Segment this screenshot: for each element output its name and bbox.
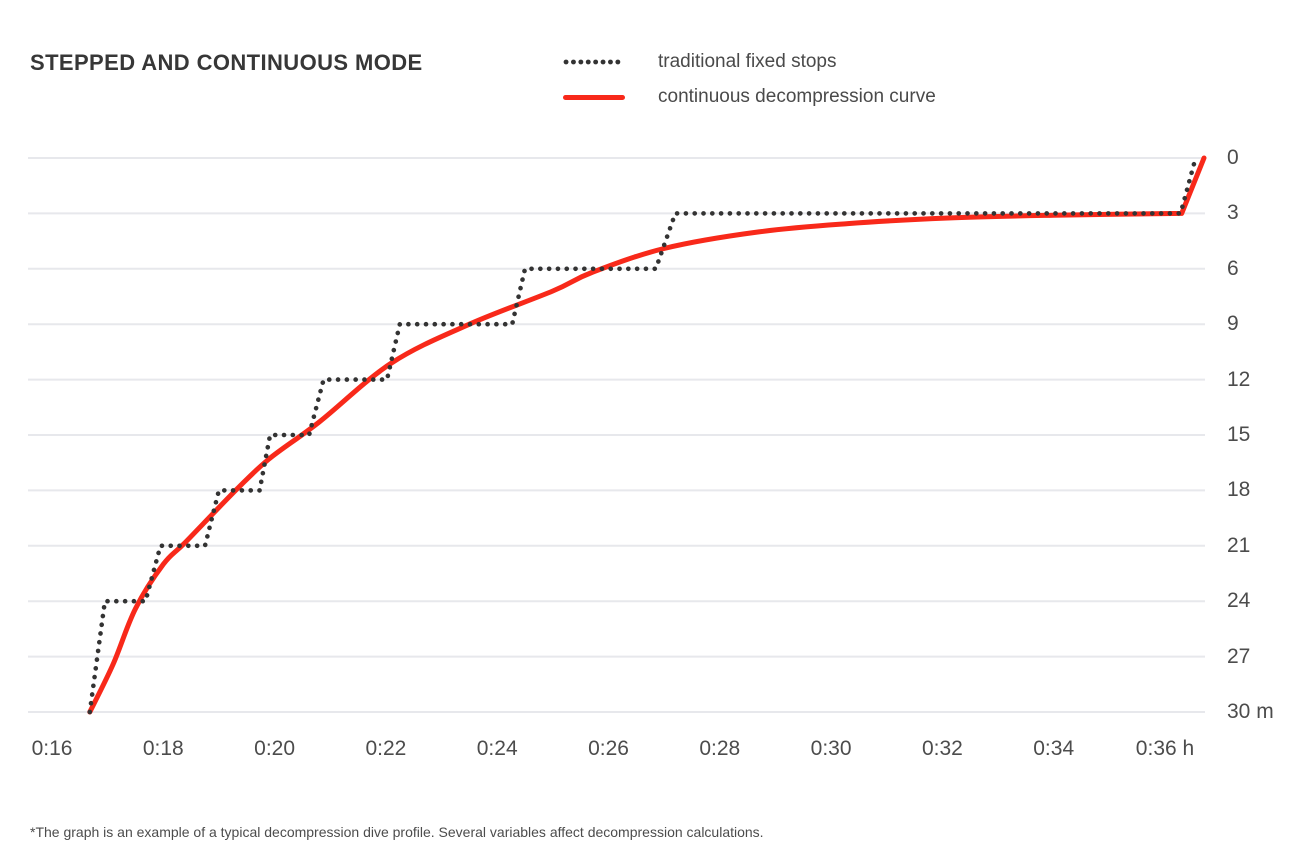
x-tick-label: 0:18	[142, 737, 184, 760]
legend-item-fixed-stops: traditional fixed stops	[563, 48, 936, 76]
x-tick-label: 0:32	[921, 737, 963, 760]
y-tick-label: 15	[1227, 423, 1251, 446]
x-tick-label: 0:30	[810, 737, 852, 760]
legend-item-continuous-curve: continuous decompression curve	[563, 83, 936, 111]
legend-label-fixed-stops: traditional fixed stops	[658, 51, 837, 72]
y-tick-label: 9	[1227, 312, 1239, 336]
x-tick-label: 0:16	[31, 737, 73, 760]
footnote: *The graph is an example of a typical de…	[30, 824, 764, 840]
y-tick-label: 0	[1227, 146, 1239, 169]
x-tick-label: 0:22	[365, 737, 407, 760]
y-tick-label: 30 m	[1227, 700, 1274, 723]
page-title: STEPPED AND CONTINUOUS MODE	[30, 50, 423, 75]
x-tick-label: 0:28	[699, 737, 741, 760]
y-tick-label: 12	[1227, 367, 1251, 391]
x-tick-label: 0:26	[588, 737, 629, 760]
x-tick-label: 0:34	[1033, 737, 1075, 760]
x-tick-label: 0:36 h	[1135, 737, 1195, 760]
continuous-series-line	[87, 155, 1207, 715]
stepped-series-line	[87, 155, 1198, 715]
y-tick-label: 6	[1227, 256, 1239, 280]
x-tick-label: 0:24	[476, 737, 518, 760]
y-tick-label: 24	[1227, 589, 1251, 613]
y-tick-label: 21	[1227, 533, 1251, 557]
solid-line-icon	[563, 94, 625, 100]
gridlines	[28, 157, 1205, 714]
y-tick-label: 18	[1227, 478, 1251, 502]
dotted-line-icon	[563, 58, 625, 66]
series-layer	[87, 155, 1207, 715]
legend-label-continuous-curve: continuous decompression curve	[658, 86, 936, 107]
legend: traditional fixed stops continuous decom…	[563, 48, 936, 118]
y-tick-label: 3	[1227, 201, 1239, 225]
x-tick-label: 0:20	[254, 737, 296, 760]
y-tick-label: 27	[1227, 644, 1251, 668]
